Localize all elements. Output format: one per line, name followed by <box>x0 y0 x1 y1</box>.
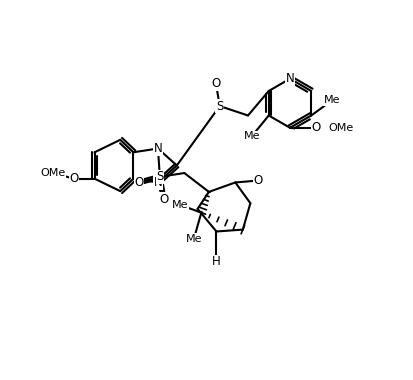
Text: N: N <box>153 176 162 189</box>
Text: O: O <box>253 174 262 187</box>
Text: O: O <box>211 77 220 90</box>
Text: O: O <box>69 172 78 185</box>
Text: OMe: OMe <box>328 123 353 133</box>
Text: Me: Me <box>243 131 259 141</box>
Text: O: O <box>159 193 168 206</box>
Text: O: O <box>134 176 143 189</box>
Text: Me: Me <box>185 234 202 244</box>
Text: S: S <box>156 170 163 183</box>
Text: OMe: OMe <box>40 168 66 178</box>
Text: Me: Me <box>323 95 339 105</box>
Text: N: N <box>285 72 294 85</box>
Text: S: S <box>216 100 223 112</box>
Text: Me: Me <box>172 200 188 210</box>
Text: N: N <box>153 142 162 155</box>
Text: O: O <box>311 121 320 134</box>
Text: H: H <box>211 255 220 268</box>
